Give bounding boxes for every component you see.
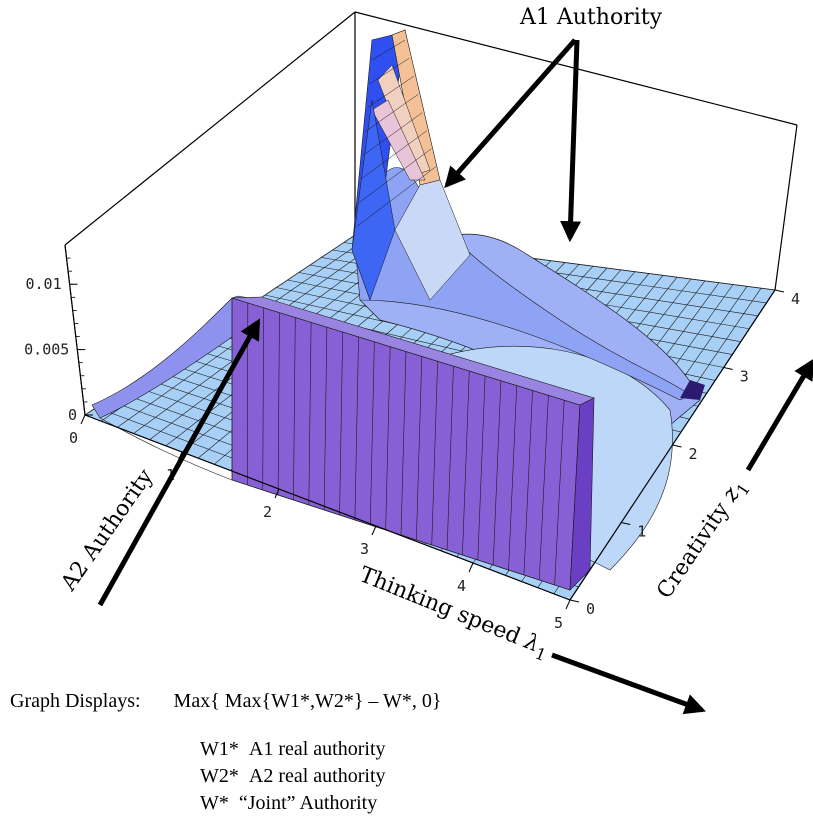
x-tick bbox=[371, 525, 377, 536]
x-tick-label: 4 bbox=[457, 577, 466, 595]
annotation-a1-label: A1 Authority bbox=[519, 5, 663, 30]
peak-grid-line bbox=[371, 39, 406, 61]
a1-peak bbox=[351, 29, 471, 301]
peak-grid-line bbox=[361, 130, 428, 179]
plateau-grid-line bbox=[339, 332, 344, 516]
y-tick-label: 1 bbox=[637, 523, 646, 541]
caption-prefix: Graph Displays: bbox=[10, 690, 141, 712]
plateau-grid-line bbox=[492, 380, 502, 566]
plateau-grid-line bbox=[308, 322, 312, 506]
x-tick-label: 5 bbox=[554, 614, 563, 632]
legend-row: W1* A1 real authority bbox=[200, 736, 386, 763]
y-tick-label: 0 bbox=[586, 600, 595, 618]
x-tick bbox=[468, 562, 474, 573]
y-tick-label: 3 bbox=[740, 368, 749, 386]
plateau-grid-line bbox=[369, 341, 375, 526]
svg-text:Creativity z1: Creativity z1 bbox=[652, 474, 754, 605]
plateau-grid-line bbox=[508, 385, 518, 571]
plateau-grid-line bbox=[293, 317, 296, 501]
y-axis-title: Creativity z1 bbox=[652, 474, 754, 605]
y-tick bbox=[569, 599, 580, 603]
plateau-grid-line bbox=[538, 395, 549, 581]
z-tick-label: 0 bbox=[68, 406, 77, 424]
plateau-grid-line bbox=[554, 400, 565, 586]
peak-grid-line bbox=[356, 166, 436, 227]
x-tick-label: 3 bbox=[360, 540, 369, 558]
x-tick-label: 2 bbox=[263, 503, 272, 521]
x-direction-arrow bbox=[551, 652, 706, 715]
peak-grid-line bbox=[367, 76, 414, 108]
plateau-grid-line bbox=[385, 346, 391, 531]
caption-formula-row: Graph Displays: Max{ Max{W1*,W2*} – W*, … bbox=[10, 690, 442, 713]
x-tick bbox=[80, 414, 86, 425]
plateau-grid-line bbox=[446, 366, 454, 551]
y-tick bbox=[621, 522, 631, 525]
plateau-grid-line bbox=[462, 370, 470, 556]
x-tick-label: 0 bbox=[69, 429, 78, 447]
plateau-grid-line bbox=[323, 327, 328, 511]
caption-formula: Max{ Max{W1*,W2*} – W*, 0} bbox=[173, 690, 442, 712]
x-tick bbox=[565, 599, 571, 610]
plateau-grid-line bbox=[262, 307, 264, 491]
plateau-grid-line bbox=[354, 336, 359, 521]
x-tick bbox=[274, 488, 280, 499]
y-tick bbox=[723, 367, 733, 370]
peak-grid-line bbox=[365, 94, 419, 132]
legend-row: W2* A2 real authority bbox=[200, 763, 386, 790]
y-direction-arrow bbox=[745, 358, 813, 472]
a2-plateau bbox=[91, 295, 595, 591]
y-axis: 0 1 2 3 4 bbox=[569, 289, 800, 618]
legend-desc: A2 real authority bbox=[248, 765, 386, 787]
plateau-grid-line bbox=[477, 375, 486, 561]
y-tick-label: 2 bbox=[689, 445, 698, 463]
peak-grid-line bbox=[369, 57, 410, 84]
y-tick bbox=[774, 289, 785, 293]
legend-key: W1* bbox=[200, 738, 239, 760]
plateau-grid-line bbox=[277, 312, 280, 496]
annotation-a1: A1 Authority bbox=[444, 5, 663, 243]
peak-grid-line bbox=[359, 148, 432, 203]
legend-desc: “Joint” Authority bbox=[238, 792, 378, 814]
plateau-grid-line bbox=[400, 351, 407, 536]
legend-desc: A1 real authority bbox=[248, 738, 386, 760]
y-tick bbox=[672, 444, 682, 448]
peak-grid-line bbox=[363, 112, 423, 156]
plateau-grid-line bbox=[431, 361, 438, 546]
caption-legend: W1* A1 real authority W2* A2 real authority… bbox=[200, 736, 386, 817]
z-tick-label: 0.005 bbox=[24, 341, 69, 359]
plateau-grid-line bbox=[523, 390, 533, 576]
legend-key: W* bbox=[200, 792, 229, 814]
legend-key: W2* bbox=[200, 765, 239, 787]
z-tick-label: 0.01 bbox=[25, 275, 61, 293]
y-tick-label: 4 bbox=[791, 290, 800, 308]
legend-row: W* “Joint” Authority bbox=[200, 790, 386, 817]
z-axis: 0 0.005 0.01 bbox=[24, 244, 93, 424]
plateau-grid-line bbox=[416, 356, 423, 541]
